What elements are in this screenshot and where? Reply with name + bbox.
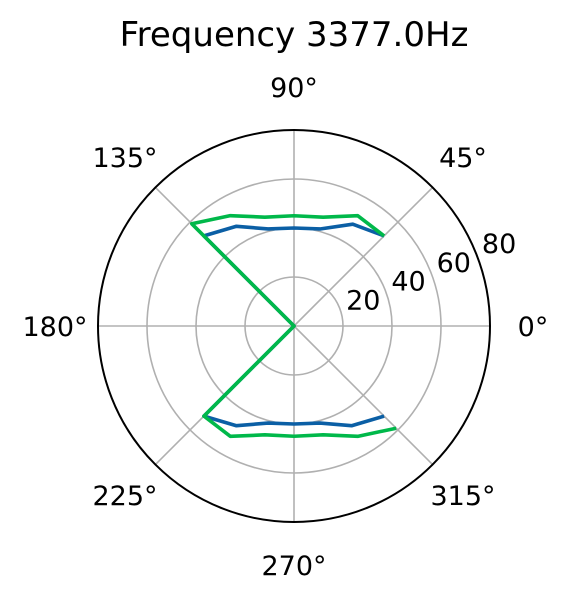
angle-tick-label-135: 135° xyxy=(92,143,157,174)
axis-labels: 0° 45° 90° 135° 180° 225° 270° 315° 20 40 60 80 xyxy=(22,73,548,582)
radial-tick-label-80: 80 xyxy=(482,229,516,260)
polar-frame xyxy=(97,129,491,523)
radial-tick-label-20: 20 xyxy=(346,285,380,316)
chart-title: Frequency 3377.0Hz xyxy=(120,15,469,55)
series-line-2 xyxy=(189,213,397,439)
angle-tick-label-270: 270° xyxy=(261,551,326,582)
angle-tick-label-225: 225° xyxy=(92,481,157,512)
series-layer xyxy=(189,213,397,439)
angle-tick-label-0: 0° xyxy=(518,312,549,343)
angle-tick-label-180: 180° xyxy=(22,312,87,343)
radial-tick-label-40: 40 xyxy=(391,267,425,298)
angle-tick-label-90: 90° xyxy=(270,73,318,104)
angle-tick-label-315: 315° xyxy=(430,481,495,512)
angle-tick-label-45: 45° xyxy=(439,143,487,174)
radial-tick-label-60: 60 xyxy=(437,248,471,279)
angular-gridline-315 xyxy=(293,325,434,466)
angular-gridline-45 xyxy=(293,186,434,327)
polar-outer-frame xyxy=(97,129,491,523)
